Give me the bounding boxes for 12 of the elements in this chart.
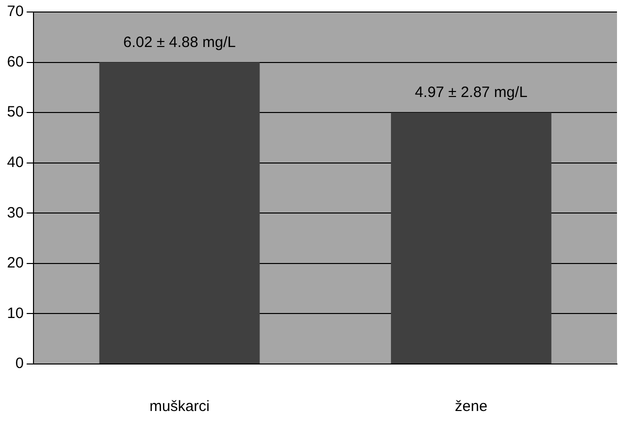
y-tick-label: 40 <box>6 154 24 171</box>
y-tick-label: 0 <box>15 355 24 372</box>
y-tick-label: 60 <box>6 53 24 70</box>
y-tick-label: 10 <box>6 304 24 322</box>
x-tick-label: muškarci <box>150 398 210 416</box>
x-tick-label: žene <box>454 398 488 416</box>
annotation: 6.02 ± 4.88 mg/L <box>123 34 236 51</box>
annotation: 4.97 ± 2.87 mg/L <box>414 84 528 102</box>
y-tick-label: 70 <box>6 3 24 20</box>
y-tick-label: 50 <box>6 104 24 121</box>
y-tick-label: 30 <box>6 204 24 222</box>
y-tick-label: 20 <box>6 254 24 272</box>
